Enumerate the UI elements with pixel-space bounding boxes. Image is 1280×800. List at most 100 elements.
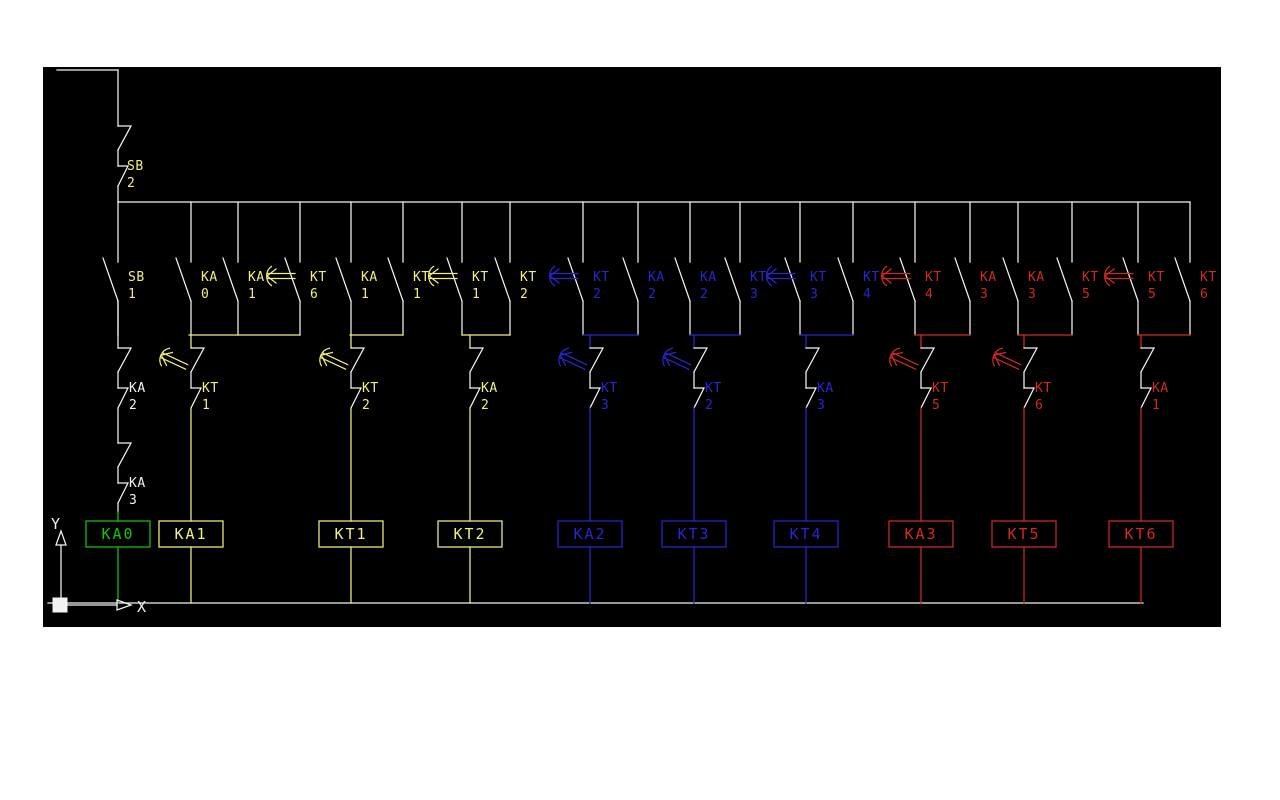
cad-drawing-canvas[interactable]: SB 2 SB 1 KA 0 KA 1 KT 6 KA 1 KT 1 KT 1 KT 2 KT 2 KA 2 KA 2 KT 3 K… bbox=[43, 67, 1221, 627]
contact-no-KT2[interactable]: KT 2 bbox=[494, 201, 537, 336]
wire bbox=[175, 257, 192, 302]
contact-no-KA3[interactable]: KA 3 bbox=[1002, 201, 1045, 336]
label: KT bbox=[202, 381, 219, 396]
wire bbox=[162, 352, 189, 366]
wire bbox=[335, 257, 352, 302]
label: 2 bbox=[700, 287, 708, 302]
contact-no-KT4[interactable]: KT 4 bbox=[837, 201, 880, 336]
label: KT bbox=[750, 270, 767, 285]
label: 1 bbox=[413, 287, 421, 302]
label: 2 bbox=[362, 398, 370, 413]
wire bbox=[102, 257, 119, 302]
label: KT bbox=[705, 381, 722, 396]
label: KA bbox=[361, 270, 378, 285]
wire bbox=[387, 257, 404, 302]
coil-label: KA1 bbox=[174, 525, 207, 543]
time-delay-arrow-icon bbox=[319, 347, 349, 371]
wire bbox=[693, 387, 706, 409]
label: 2 bbox=[481, 398, 489, 413]
wire bbox=[494, 257, 511, 302]
ucs-x-arrowhead-icon bbox=[116, 599, 133, 611]
contact-no-KA2[interactable]: KA 2 bbox=[674, 201, 717, 336]
contact-no-KT6[interactable]: KT 6 bbox=[1174, 201, 1217, 336]
label: 3 bbox=[817, 398, 825, 413]
rung-KT3[interactable]: KT 2 KT3 bbox=[660, 334, 741, 604]
arc bbox=[1104, 265, 1111, 287]
contact-no-KA1[interactable]: KA 1 bbox=[222, 201, 265, 336]
label: KA bbox=[248, 270, 265, 285]
label: KT bbox=[1148, 270, 1165, 285]
ucs-origin-square bbox=[52, 597, 68, 613]
rung-KA3[interactable]: KT 5 KA3 bbox=[887, 334, 971, 604]
arc bbox=[266, 265, 273, 287]
label: 3 bbox=[129, 493, 137, 508]
wire bbox=[899, 257, 916, 302]
contact-no-KT1[interactable]: KT 1 bbox=[387, 201, 430, 336]
wire bbox=[920, 387, 933, 409]
wire bbox=[469, 347, 485, 373]
contact-no-SB1[interactable]: SB 1 bbox=[102, 201, 145, 336]
label: 2 bbox=[127, 176, 135, 191]
wire bbox=[995, 352, 1022, 366]
wire bbox=[1103, 268, 1115, 284]
contact-no-KT5[interactable]: KT 5 bbox=[1056, 201, 1099, 336]
wire bbox=[890, 356, 917, 371]
wire bbox=[674, 257, 691, 302]
ucs-x-label: X bbox=[137, 598, 147, 616]
label: 5 bbox=[1082, 287, 1090, 302]
label: KT bbox=[932, 381, 949, 396]
power-feed-and-bus[interactable]: SB 2 bbox=[47, 69, 1191, 604]
contact-no-KA3[interactable]: KA 3 bbox=[954, 201, 997, 336]
rung-KT6[interactable]: KA 1 KT6 bbox=[1108, 334, 1191, 604]
label: KT bbox=[520, 270, 537, 285]
label: 1 bbox=[248, 287, 256, 302]
rung-KA2[interactable]: KT 3 KA2 bbox=[556, 334, 639, 604]
contact-no-KT5-delayed[interactable]: KT 5 bbox=[1103, 201, 1165, 336]
time-delay-arrow-icon bbox=[992, 347, 1022, 371]
label: KT bbox=[472, 270, 489, 285]
time-delay-arrow-icon bbox=[159, 347, 189, 371]
wire bbox=[1140, 387, 1153, 409]
wire bbox=[350, 347, 366, 373]
contact-no-KA0[interactable]: KA 0 bbox=[175, 201, 218, 336]
wire bbox=[427, 268, 439, 284]
arc bbox=[889, 347, 901, 367]
label: 4 bbox=[863, 287, 871, 302]
contact-no-KA2[interactable]: KA 2 bbox=[622, 201, 665, 336]
wire bbox=[765, 268, 777, 284]
rung-KT5[interactable]: KT 6 KT5 bbox=[990, 334, 1073, 604]
rung-KT1[interactable]: KT 2 KT1 bbox=[317, 334, 404, 604]
arc bbox=[319, 347, 331, 367]
ucs-icon[interactable]: YX bbox=[51, 515, 147, 616]
wire bbox=[805, 387, 818, 409]
label: 1 bbox=[202, 398, 210, 413]
contact-no-KT2-delayed[interactable]: KT 2 bbox=[548, 201, 610, 336]
coil-label: KT1 bbox=[334, 525, 367, 543]
coil-label: KT2 bbox=[453, 525, 486, 543]
label: KA bbox=[1152, 381, 1169, 396]
wire bbox=[1023, 387, 1036, 409]
arc bbox=[662, 347, 674, 367]
wire bbox=[469, 387, 482, 409]
contact-no-KT4-delayed[interactable]: KT 4 bbox=[880, 201, 942, 336]
rung-KT2[interactable]: KA 2 KT2 bbox=[437, 334, 511, 604]
label: KT bbox=[413, 270, 430, 285]
wire bbox=[559, 356, 586, 371]
label: KT bbox=[362, 381, 379, 396]
contact-no-KT1-delayed[interactable]: KT 1 bbox=[427, 201, 489, 336]
label: KA bbox=[700, 270, 717, 285]
contact-no-KT3-delayed[interactable]: KT 3 bbox=[765, 201, 827, 336]
contact-no-KT6-delayed[interactable]: KT 6 bbox=[265, 201, 327, 336]
contact-no-KT3[interactable]: KT 3 bbox=[724, 201, 767, 336]
label: KT bbox=[1200, 270, 1217, 285]
label: 3 bbox=[810, 287, 818, 302]
time-delay-arrow-icon bbox=[765, 265, 796, 287]
contact-no-KA1[interactable]: KA 1 bbox=[335, 201, 378, 336]
label: KT bbox=[310, 270, 327, 285]
coil-label: KT3 bbox=[677, 525, 710, 543]
rung-KT4[interactable]: KA 3 KT4 bbox=[773, 334, 854, 604]
wire bbox=[892, 352, 919, 366]
label: KA bbox=[980, 270, 997, 285]
rung-KA0[interactable]: KA 2 KA 3 KA0 bbox=[85, 300, 151, 604]
rung-KA1[interactable]: KT 1 KA1 bbox=[157, 334, 301, 604]
